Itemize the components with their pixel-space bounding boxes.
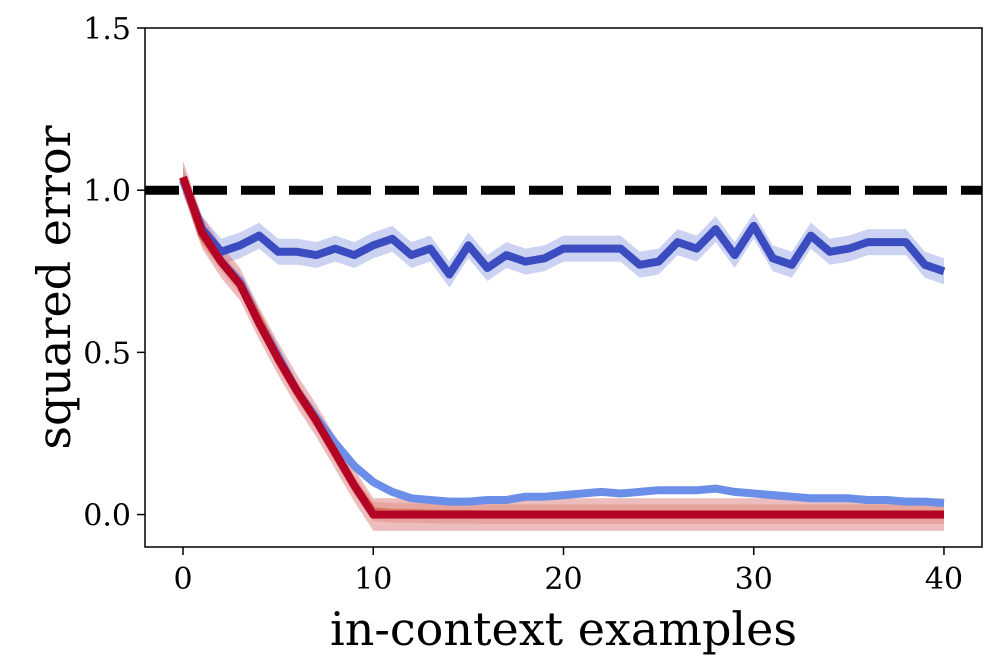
series-band-4 xyxy=(183,161,944,531)
y-tick-label: 1.5 xyxy=(83,12,131,47)
series-band-2 xyxy=(183,177,944,507)
x-tick-label: 0 xyxy=(173,562,192,597)
x-tick-label: 20 xyxy=(544,562,582,597)
y-axis-ticks: 0.0 0.5 1.0 1.5 xyxy=(83,12,145,534)
series-line-1 xyxy=(179,179,946,279)
y-tick-label: 0.0 xyxy=(83,499,131,534)
x-axis-label: in-context examples xyxy=(330,602,797,656)
x-tick-label: 30 xyxy=(735,562,773,597)
y-tick-label: 1.0 xyxy=(83,174,131,209)
series-band-3 xyxy=(183,167,944,524)
y-tick-label: 0.5 xyxy=(83,336,131,371)
confidence-bands xyxy=(183,161,944,531)
x-axis-ticks: 0 10 20 30 40 xyxy=(173,547,963,597)
x-tick-label: 40 xyxy=(925,562,963,597)
y-axis-label: squared error xyxy=(27,125,81,449)
plot-frame xyxy=(144,27,983,548)
series-line-3 xyxy=(179,175,944,519)
x-tick-label: 10 xyxy=(354,562,392,597)
series-band-1 xyxy=(183,167,944,288)
series-line-4 xyxy=(179,175,944,519)
series-lines xyxy=(179,175,946,519)
series-line-2 xyxy=(179,179,945,508)
